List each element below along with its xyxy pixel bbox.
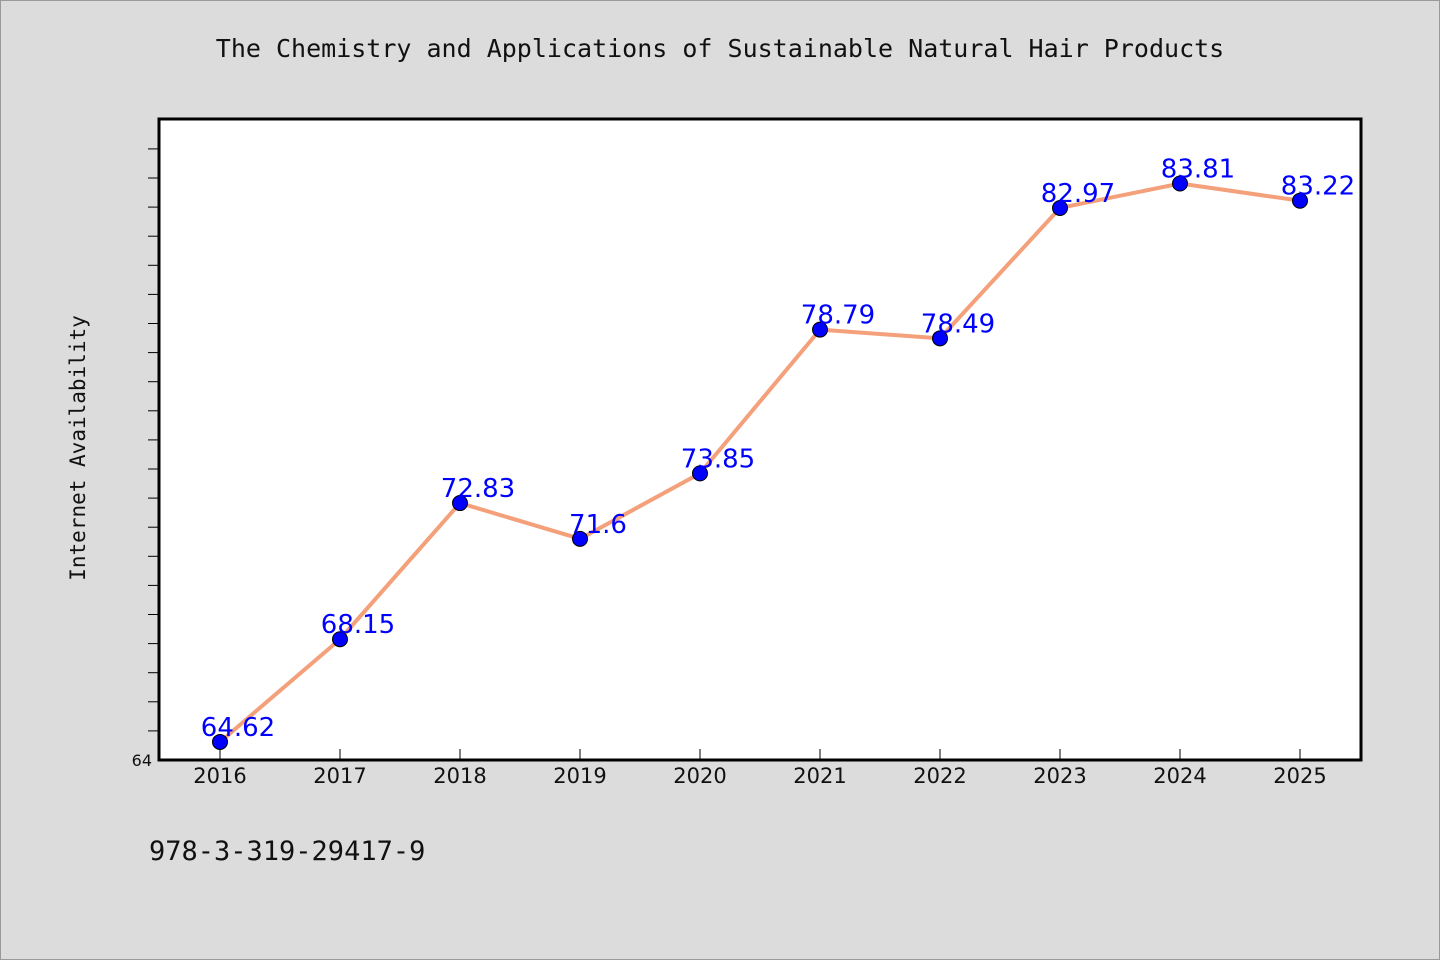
x-tick-label: 2016 (193, 764, 246, 788)
chart-title: The Chemistry and Applications of Sustai… (215, 34, 1225, 63)
x-tick-label: 2020 (673, 764, 726, 788)
data-label: 73.85 (681, 444, 755, 474)
x-axis-tick-labels: 2016 2017 2018 2019 2020 2021 2022 2023 2024 2025 (193, 764, 1326, 788)
data-point (692, 465, 708, 482)
data-point (572, 530, 588, 547)
data-label: 83.22 (1281, 172, 1355, 202)
y-axis-tick-labels: 64 (132, 751, 152, 770)
data-point (1172, 175, 1188, 192)
data-label: 78.79 (801, 301, 875, 331)
data-labels-group: 64.62 68.15 72.83 71.6 73.85 78.79 78.49 82.97 8… (201, 155, 1355, 743)
data-point (812, 321, 828, 338)
y-tick-label: 64 (132, 751, 152, 770)
data-point (212, 733, 228, 750)
x-tick-label: 2025 (1273, 764, 1326, 788)
data-point (1052, 199, 1068, 216)
x-tick-label: 2022 (913, 764, 966, 788)
x-tick-label: 2024 (1153, 764, 1206, 788)
x-axis-ticks (219, 749, 1301, 760)
isbn-text: 978-3-319-29417-9 (149, 836, 426, 867)
data-point (932, 330, 948, 347)
data-label: 64.62 (201, 713, 275, 743)
data-label: 78.49 (921, 309, 995, 339)
x-tick-label: 2019 (553, 764, 606, 788)
x-tick-label: 2023 (1033, 764, 1086, 788)
markers-group (212, 175, 1308, 750)
data-label: 82.97 (1041, 179, 1115, 209)
series-group (218, 181, 1302, 744)
y-axis-ticks (148, 148, 159, 732)
data-point (1292, 192, 1308, 209)
x-tick-label: 2018 (433, 764, 486, 788)
data-label: 71.6 (569, 510, 627, 540)
series-line (218, 181, 1302, 744)
data-label: 83.81 (1161, 155, 1235, 185)
data-label: 72.83 (441, 474, 515, 504)
plot-area (157, 117, 1363, 762)
data-label: 68.15 (321, 610, 395, 640)
x-tick-label: 2017 (313, 764, 366, 788)
x-tick-label: 2021 (793, 764, 846, 788)
data-point (332, 631, 348, 648)
data-point (452, 495, 468, 512)
